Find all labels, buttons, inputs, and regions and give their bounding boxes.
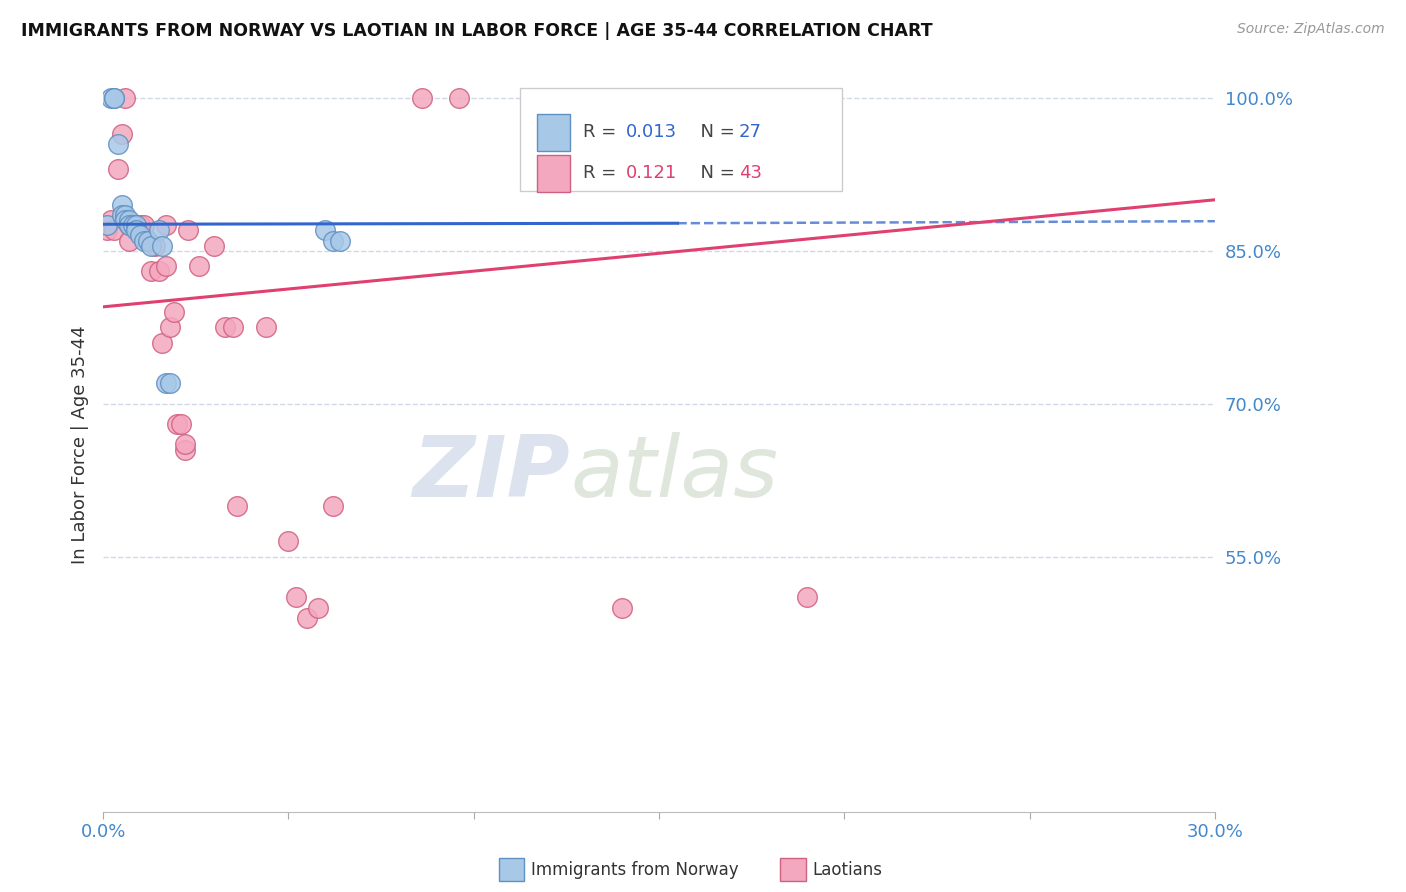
Point xyxy=(118,234,141,248)
Text: Laotians: Laotians xyxy=(813,861,883,879)
Text: R =: R = xyxy=(583,123,623,141)
FancyBboxPatch shape xyxy=(520,88,842,191)
Point xyxy=(155,376,177,391)
Point xyxy=(152,238,174,252)
Point xyxy=(254,320,277,334)
Y-axis label: In Labor Force | Age 35-44: In Labor Force | Age 35-44 xyxy=(72,326,89,564)
Text: IMMIGRANTS FROM NORWAY VS LAOTIAN IN LABOR FORCE | AGE 35-44 CORRELATION CHART: IMMIGRANTS FROM NORWAY VS LAOTIAN IN LAB… xyxy=(21,22,932,40)
Point xyxy=(295,611,318,625)
Point xyxy=(322,499,344,513)
Point xyxy=(796,91,818,105)
Point xyxy=(225,499,247,513)
Point xyxy=(166,417,188,431)
Point xyxy=(107,136,129,151)
Point xyxy=(136,234,159,248)
Point xyxy=(173,442,195,457)
Point xyxy=(103,223,125,237)
Point xyxy=(610,600,633,615)
Text: 43: 43 xyxy=(740,164,762,182)
Text: R =: R = xyxy=(583,164,628,182)
Point xyxy=(173,437,195,451)
Point xyxy=(125,219,148,233)
Point xyxy=(148,264,170,278)
Text: 0.013: 0.013 xyxy=(626,123,676,141)
Point xyxy=(214,320,236,334)
Point xyxy=(114,91,136,105)
Text: ZIP: ZIP xyxy=(412,433,569,516)
Point xyxy=(155,219,177,233)
Point xyxy=(118,213,141,227)
Point xyxy=(100,91,122,105)
Text: N =: N = xyxy=(689,164,741,182)
FancyBboxPatch shape xyxy=(537,155,569,192)
Point xyxy=(136,234,159,248)
Point xyxy=(114,213,136,227)
Point xyxy=(222,320,245,334)
Point xyxy=(314,223,336,237)
Point xyxy=(96,223,118,237)
Point xyxy=(155,259,177,273)
FancyBboxPatch shape xyxy=(537,114,569,151)
Point xyxy=(188,259,211,273)
Text: Source: ZipAtlas.com: Source: ZipAtlas.com xyxy=(1237,22,1385,37)
Point xyxy=(125,219,148,233)
Point xyxy=(284,591,307,605)
Text: Immigrants from Norway: Immigrants from Norway xyxy=(531,861,740,879)
Point xyxy=(103,91,125,105)
Point xyxy=(277,534,299,549)
Point xyxy=(114,208,136,222)
Text: 0.121: 0.121 xyxy=(626,164,676,182)
Text: 27: 27 xyxy=(740,123,762,141)
Point xyxy=(129,219,152,233)
Point xyxy=(132,228,155,243)
Point xyxy=(177,223,200,237)
Point xyxy=(159,376,181,391)
Point xyxy=(202,238,225,252)
Point xyxy=(103,91,125,105)
Point xyxy=(125,223,148,237)
Point xyxy=(796,591,818,605)
Point xyxy=(141,238,163,252)
Point xyxy=(148,223,170,237)
Point xyxy=(159,320,181,334)
Point xyxy=(141,264,163,278)
Point xyxy=(96,219,118,233)
Point xyxy=(111,127,134,141)
Point xyxy=(111,198,134,212)
Point xyxy=(322,234,344,248)
Text: atlas: atlas xyxy=(569,433,778,516)
Point xyxy=(107,162,129,177)
Point xyxy=(132,219,155,233)
Point xyxy=(329,234,352,248)
Point xyxy=(111,208,134,222)
Point xyxy=(307,600,329,615)
Point xyxy=(143,238,166,252)
Point xyxy=(411,91,433,105)
Point xyxy=(162,305,184,319)
Point xyxy=(118,219,141,233)
Point xyxy=(100,213,122,227)
Point xyxy=(121,219,143,233)
Point xyxy=(132,234,155,248)
Point xyxy=(170,417,193,431)
Point xyxy=(152,335,174,350)
Point xyxy=(814,91,837,105)
Point xyxy=(129,228,152,243)
Point xyxy=(118,219,141,233)
Point xyxy=(121,219,143,233)
Point xyxy=(447,91,470,105)
Text: N =: N = xyxy=(689,123,741,141)
Point xyxy=(814,91,837,105)
